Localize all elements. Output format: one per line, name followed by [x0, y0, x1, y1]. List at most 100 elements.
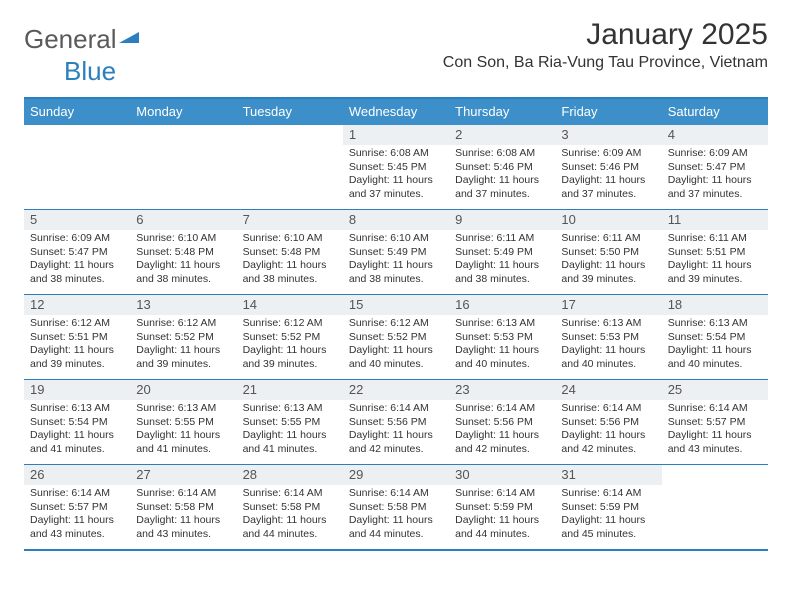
- day-empty: [130, 125, 236, 209]
- day-details: Sunrise: 6:08 AMSunset: 5:45 PMDaylight:…: [343, 145, 449, 205]
- day-number: 9: [449, 210, 555, 230]
- day-11: 11Sunrise: 6:11 AMSunset: 5:51 PMDayligh…: [662, 210, 768, 294]
- day-16: 16Sunrise: 6:13 AMSunset: 5:53 PMDayligh…: [449, 295, 555, 379]
- day-10: 10Sunrise: 6:11 AMSunset: 5:50 PMDayligh…: [555, 210, 661, 294]
- week-row: 26Sunrise: 6:14 AMSunset: 5:57 PMDayligh…: [24, 464, 768, 549]
- day-details: Sunrise: 6:10 AMSunset: 5:48 PMDaylight:…: [130, 230, 236, 290]
- day-details: Sunrise: 6:14 AMSunset: 5:56 PMDaylight:…: [449, 400, 555, 460]
- day-9: 9Sunrise: 6:11 AMSunset: 5:49 PMDaylight…: [449, 210, 555, 294]
- day-number: 20: [130, 380, 236, 400]
- day-26: 26Sunrise: 6:14 AMSunset: 5:57 PMDayligh…: [24, 465, 130, 549]
- day-number: 16: [449, 295, 555, 315]
- day-number: 23: [449, 380, 555, 400]
- day-details: Sunrise: 6:10 AMSunset: 5:48 PMDaylight:…: [237, 230, 343, 290]
- dow-thursday: Thursday: [449, 99, 555, 125]
- week-row: 5Sunrise: 6:09 AMSunset: 5:47 PMDaylight…: [24, 209, 768, 294]
- day-number: 28: [237, 465, 343, 485]
- day-18: 18Sunrise: 6:13 AMSunset: 5:54 PMDayligh…: [662, 295, 768, 379]
- day-29: 29Sunrise: 6:14 AMSunset: 5:58 PMDayligh…: [343, 465, 449, 549]
- month-title: January 2025: [443, 18, 768, 52]
- day-details: Sunrise: 6:14 AMSunset: 5:57 PMDaylight:…: [24, 485, 130, 545]
- day-20: 20Sunrise: 6:13 AMSunset: 5:55 PMDayligh…: [130, 380, 236, 464]
- day-number: 19: [24, 380, 130, 400]
- day-number: 22: [343, 380, 449, 400]
- calendar-page: General January 2025 Con Son, Ba Ria-Vun…: [0, 0, 792, 551]
- day-details: Sunrise: 6:13 AMSunset: 5:53 PMDaylight:…: [555, 315, 661, 375]
- day-details: Sunrise: 6:09 AMSunset: 5:47 PMDaylight:…: [24, 230, 130, 290]
- day-details: Sunrise: 6:09 AMSunset: 5:47 PMDaylight:…: [662, 145, 768, 205]
- day-number: 2: [449, 125, 555, 145]
- day-details: Sunrise: 6:13 AMSunset: 5:55 PMDaylight:…: [130, 400, 236, 460]
- day-31: 31Sunrise: 6:14 AMSunset: 5:59 PMDayligh…: [555, 465, 661, 549]
- day-number: 13: [130, 295, 236, 315]
- day-number: 27: [130, 465, 236, 485]
- day-number: 26: [24, 465, 130, 485]
- dow-tuesday: Tuesday: [237, 99, 343, 125]
- day-details: Sunrise: 6:11 AMSunset: 5:49 PMDaylight:…: [449, 230, 555, 290]
- day-details: Sunrise: 6:14 AMSunset: 5:58 PMDaylight:…: [237, 485, 343, 545]
- dow-wednesday: Wednesday: [343, 99, 449, 125]
- day-number: 24: [555, 380, 661, 400]
- day-of-week-row: SundayMondayTuesdayWednesdayThursdayFrid…: [24, 99, 768, 125]
- day-details: Sunrise: 6:12 AMSunset: 5:51 PMDaylight:…: [24, 315, 130, 375]
- day-21: 21Sunrise: 6:13 AMSunset: 5:55 PMDayligh…: [237, 380, 343, 464]
- day-details: Sunrise: 6:12 AMSunset: 5:52 PMDaylight:…: [237, 315, 343, 375]
- day-6: 6Sunrise: 6:10 AMSunset: 5:48 PMDaylight…: [130, 210, 236, 294]
- day-15: 15Sunrise: 6:12 AMSunset: 5:52 PMDayligh…: [343, 295, 449, 379]
- brand-part1: General: [24, 24, 117, 55]
- location-subtitle: Con Son, Ba Ria-Vung Tau Province, Vietn…: [443, 54, 768, 72]
- day-number: 1: [343, 125, 449, 145]
- day-number: 8: [343, 210, 449, 230]
- day-details: Sunrise: 6:14 AMSunset: 5:56 PMDaylight:…: [343, 400, 449, 460]
- day-details: Sunrise: 6:14 AMSunset: 5:57 PMDaylight:…: [662, 400, 768, 460]
- day-number: 15: [343, 295, 449, 315]
- day-5: 5Sunrise: 6:09 AMSunset: 5:47 PMDaylight…: [24, 210, 130, 294]
- day-details: Sunrise: 6:13 AMSunset: 5:54 PMDaylight:…: [24, 400, 130, 460]
- day-17: 17Sunrise: 6:13 AMSunset: 5:53 PMDayligh…: [555, 295, 661, 379]
- day-details: Sunrise: 6:12 AMSunset: 5:52 PMDaylight:…: [130, 315, 236, 375]
- day-number: 29: [343, 465, 449, 485]
- day-3: 3Sunrise: 6:09 AMSunset: 5:46 PMDaylight…: [555, 125, 661, 209]
- day-27: 27Sunrise: 6:14 AMSunset: 5:58 PMDayligh…: [130, 465, 236, 549]
- day-24: 24Sunrise: 6:14 AMSunset: 5:56 PMDayligh…: [555, 380, 661, 464]
- day-details: Sunrise: 6:13 AMSunset: 5:53 PMDaylight:…: [449, 315, 555, 375]
- day-number: 10: [555, 210, 661, 230]
- day-12: 12Sunrise: 6:12 AMSunset: 5:51 PMDayligh…: [24, 295, 130, 379]
- week-row: 19Sunrise: 6:13 AMSunset: 5:54 PMDayligh…: [24, 379, 768, 464]
- day-details: Sunrise: 6:14 AMSunset: 5:59 PMDaylight:…: [449, 485, 555, 545]
- day-details: Sunrise: 6:14 AMSunset: 5:58 PMDaylight:…: [130, 485, 236, 545]
- day-details: Sunrise: 6:14 AMSunset: 5:56 PMDaylight:…: [555, 400, 661, 460]
- title-block: January 2025 Con Son, Ba Ria-Vung Tau Pr…: [443, 18, 768, 72]
- day-details: Sunrise: 6:09 AMSunset: 5:46 PMDaylight:…: [555, 145, 661, 205]
- day-14: 14Sunrise: 6:12 AMSunset: 5:52 PMDayligh…: [237, 295, 343, 379]
- day-empty: [237, 125, 343, 209]
- day-details: Sunrise: 6:08 AMSunset: 5:46 PMDaylight:…: [449, 145, 555, 205]
- day-number: 21: [237, 380, 343, 400]
- day-number: 4: [662, 125, 768, 145]
- day-23: 23Sunrise: 6:14 AMSunset: 5:56 PMDayligh…: [449, 380, 555, 464]
- day-details: Sunrise: 6:14 AMSunset: 5:59 PMDaylight:…: [555, 485, 661, 545]
- day-details: Sunrise: 6:13 AMSunset: 5:55 PMDaylight:…: [237, 400, 343, 460]
- day-number: 5: [24, 210, 130, 230]
- day-number: 11: [662, 210, 768, 230]
- day-number: 31: [555, 465, 661, 485]
- day-4: 4Sunrise: 6:09 AMSunset: 5:47 PMDaylight…: [662, 125, 768, 209]
- day-2: 2Sunrise: 6:08 AMSunset: 5:46 PMDaylight…: [449, 125, 555, 209]
- day-8: 8Sunrise: 6:10 AMSunset: 5:49 PMDaylight…: [343, 210, 449, 294]
- dow-friday: Friday: [555, 99, 661, 125]
- weeks-container: 1Sunrise: 6:08 AMSunset: 5:45 PMDaylight…: [24, 125, 768, 549]
- day-number: 25: [662, 380, 768, 400]
- day-22: 22Sunrise: 6:14 AMSunset: 5:56 PMDayligh…: [343, 380, 449, 464]
- day-25: 25Sunrise: 6:14 AMSunset: 5:57 PMDayligh…: [662, 380, 768, 464]
- day-1: 1Sunrise: 6:08 AMSunset: 5:45 PMDaylight…: [343, 125, 449, 209]
- day-number: 7: [237, 210, 343, 230]
- day-13: 13Sunrise: 6:12 AMSunset: 5:52 PMDayligh…: [130, 295, 236, 379]
- dow-monday: Monday: [130, 99, 236, 125]
- day-30: 30Sunrise: 6:14 AMSunset: 5:59 PMDayligh…: [449, 465, 555, 549]
- day-number: 18: [662, 295, 768, 315]
- week-row: 12Sunrise: 6:12 AMSunset: 5:51 PMDayligh…: [24, 294, 768, 379]
- day-number: 30: [449, 465, 555, 485]
- day-19: 19Sunrise: 6:13 AMSunset: 5:54 PMDayligh…: [24, 380, 130, 464]
- calendar-grid: SundayMondayTuesdayWednesdayThursdayFrid…: [24, 97, 768, 551]
- day-28: 28Sunrise: 6:14 AMSunset: 5:58 PMDayligh…: [237, 465, 343, 549]
